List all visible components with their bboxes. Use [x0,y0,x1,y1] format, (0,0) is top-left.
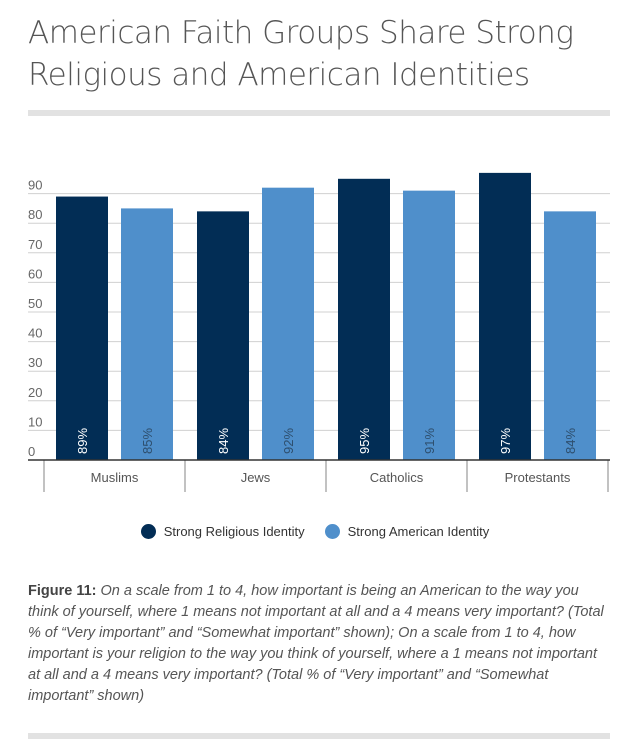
y-tick-label: 30 [28,355,42,370]
x-tick-label: Muslims [91,470,139,485]
data-label: 95% [357,428,372,454]
data-label: 84% [216,428,231,454]
caption-label: Figure 11: [28,583,97,599]
legend: Strong Religious Identity Strong America… [0,524,630,539]
chart-title: American Faith Groups Share Strong Relig… [28,12,574,96]
data-label: 92% [281,428,296,454]
legend-swatch-religious [140,524,156,539]
bar [121,208,173,460]
y-tick-label: 70 [28,237,42,252]
bar [544,211,596,460]
legend-label: Strong Religious Identity [163,524,305,539]
y-tick-label: 50 [28,296,42,311]
data-label: 91% [422,428,437,454]
x-tick-label: Jews [241,470,271,485]
bar [197,211,249,460]
y-tick-label: 90 [28,178,42,193]
legend-swatch-american [324,524,340,539]
figure-caption: Figure 11: On a scale from 1 to 4, how i… [28,581,608,707]
top-divider [28,110,610,116]
y-tick-label: 40 [28,326,42,341]
data-label: 85% [140,428,155,454]
title-line-2: Religious and American Identities [28,57,530,93]
legend-item-religious: Strong Religious Identity [140,524,305,539]
x-tick-label: Catholics [370,470,424,485]
y-tick-label: 10 [28,414,42,429]
bar [262,187,314,460]
bar-chart: 0 10 20 30 40 50 60 70 80 90 89% 85% Muslims 84% 92% Je… [28,172,610,492]
legend-label: Strong American Identity [347,524,490,539]
y-tick-label: 60 [28,266,42,281]
data-label: 97% [498,428,513,454]
caption-text: On a scale from 1 to 4, how important is… [28,583,604,704]
data-label: 84% [563,428,578,454]
y-tick-label: 80 [28,207,42,222]
legend-item-american: Strong American Identity [324,524,490,539]
bar [479,172,531,460]
bar [56,196,108,460]
y-tick-label: 20 [28,385,42,400]
x-tick-label: Protestants [505,470,571,485]
title-line-1: American Faith Groups Share Strong [28,15,574,51]
data-label: 89% [75,428,90,454]
bar [338,178,390,461]
bottom-divider [28,733,610,739]
y-tick-label: 0 [28,444,35,459]
bar [403,190,455,460]
